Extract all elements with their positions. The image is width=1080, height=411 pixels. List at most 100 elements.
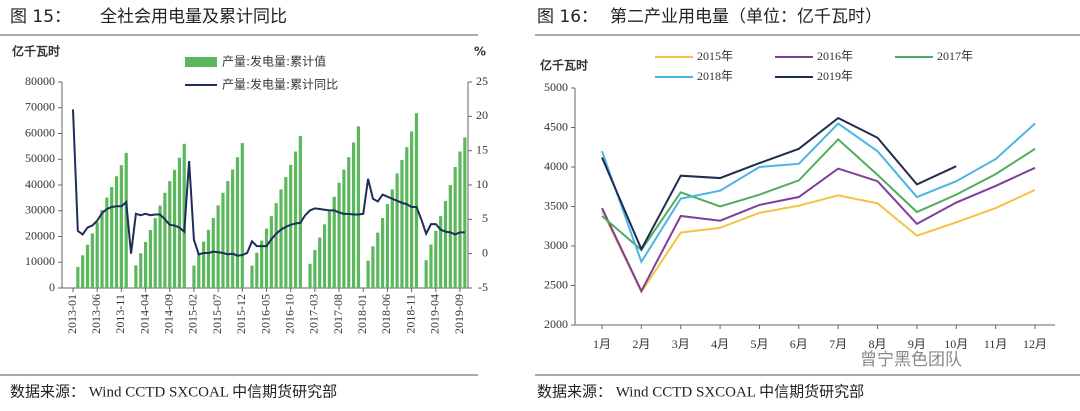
x-tick-label: 2014-04 [137, 294, 151, 334]
legend-label: 产量:发电量:累计值 [222, 54, 326, 69]
y-tick-label: 5000 [544, 80, 568, 94]
x-tick-label: 2018-11 [403, 294, 417, 334]
bar [347, 157, 351, 288]
x-tick-label: 2018-06 [379, 294, 393, 334]
bar [148, 230, 152, 288]
bar [163, 192, 167, 288]
bar [308, 263, 312, 288]
bar [153, 218, 157, 288]
legend-label: 2017年 [937, 49, 973, 63]
line [601, 166, 1036, 294]
bar [192, 265, 196, 288]
x-tick-label: 2015-12 [234, 294, 248, 334]
x-tick-label: 11月 [984, 337, 1008, 351]
bar [448, 185, 452, 288]
line [601, 137, 1036, 252]
bar [260, 240, 264, 288]
y-tick-label: 3000 [544, 238, 568, 252]
bar [279, 189, 283, 288]
bar [100, 209, 104, 288]
bar [168, 181, 172, 288]
y-tick-label: 30000 [25, 203, 55, 217]
line [601, 116, 957, 252]
x-tick-label: 4月 [711, 337, 729, 351]
x-tick-label: 2015-02 [186, 294, 200, 334]
legend-label: 2016年 [817, 49, 853, 63]
bar [337, 182, 341, 288]
bar [177, 157, 182, 288]
y-tick-label: 3500 [544, 198, 568, 212]
x-tick-label: 2019-04 [428, 294, 442, 334]
y2-tick-label: 0 [482, 245, 488, 259]
x-tick-label: 2014-09 [162, 294, 176, 334]
source: 数据来源： Wind CCTD SXCOAL 中信期货研究部 [537, 383, 864, 400]
figure-label: 图 16： [537, 7, 598, 27]
bar [274, 203, 278, 288]
y-axis-label: 亿千瓦时 [12, 44, 60, 59]
legend-label: 2018年 [697, 69, 733, 83]
y-tick-label: 60000 [25, 125, 55, 139]
bar [410, 131, 414, 288]
bar [366, 260, 370, 288]
y-tick-label: 40000 [25, 177, 55, 191]
bar [211, 217, 215, 288]
bar [400, 160, 404, 288]
bar [139, 253, 143, 288]
bar [240, 143, 244, 288]
bar [376, 232, 380, 288]
bar [327, 211, 331, 288]
source: 数据来源： Wind CCTD SXCOAL 中信期货研究部 [10, 383, 337, 400]
bar [182, 143, 186, 288]
y2-tick-label: -5 [478, 280, 488, 294]
bar [453, 166, 457, 288]
bar [119, 165, 123, 288]
bar [414, 113, 419, 288]
bar [390, 189, 394, 288]
y-tick-label: 70000 [25, 100, 55, 114]
y-tick-label: 2500 [544, 277, 568, 291]
bar [429, 244, 433, 288]
x-tick-label: 2015-07 [210, 294, 224, 334]
bar [114, 176, 119, 288]
bar [439, 216, 443, 288]
x-tick-label: 1月 [593, 337, 611, 351]
legend-swatch [185, 57, 217, 67]
bar [293, 151, 298, 288]
bar [202, 241, 206, 288]
y2-tick-label: 25 [476, 74, 488, 88]
bar [463, 137, 467, 288]
x-tick-label: 12月 [1023, 337, 1047, 351]
x-tick-label: 3月 [672, 337, 690, 351]
y-tick-label: 20000 [25, 228, 55, 242]
bar [405, 147, 409, 288]
x-tick-label: 2019-09 [452, 294, 466, 334]
y-tick-label: 80000 [25, 74, 55, 88]
bar [255, 252, 259, 288]
bar [313, 250, 317, 288]
x-tick-label: 2016-05 [258, 294, 272, 334]
bar [134, 265, 138, 288]
y-tick-label: 4000 [544, 159, 568, 173]
bar [443, 200, 448, 288]
x-tick-label: 9月 [908, 337, 926, 351]
bar [206, 229, 211, 288]
bar [381, 217, 385, 288]
x-tick-label: 2月 [632, 337, 650, 351]
bar [318, 237, 322, 288]
line [601, 189, 1036, 294]
bar [371, 246, 375, 288]
legend-label: 2019年 [817, 69, 853, 83]
bar [269, 216, 273, 288]
y2-tick-label: 15 [476, 142, 488, 156]
x-tick-label: 2013-11 [113, 294, 127, 334]
y2-tick-label: 20 [476, 108, 488, 122]
x-tick-label: 6月 [790, 337, 808, 351]
bar [226, 181, 230, 288]
bar [395, 173, 399, 288]
y2-tick-label: 5 [482, 211, 488, 225]
y2-tick-label: 10 [476, 177, 488, 191]
legend-label: 产量:发电量:累计同比 [222, 77, 338, 92]
x-tick-label: 2017-03 [307, 294, 321, 334]
bar [289, 164, 293, 288]
